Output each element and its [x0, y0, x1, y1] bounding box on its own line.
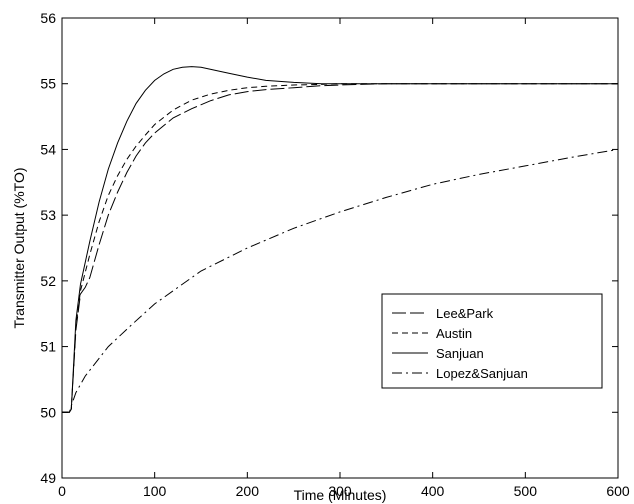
series-line-3 [62, 148, 619, 413]
x-axis-label: Time (Minutes) [294, 487, 387, 503]
series-layer [62, 66, 619, 413]
x-tick-label: 500 [514, 483, 538, 499]
x-tick-label: 300 [328, 483, 352, 499]
y-axis-label: Transmitter Output (%TO) [11, 167, 27, 328]
legend-label: Austin [436, 326, 472, 341]
y-tick-label: 55 [40, 76, 56, 92]
legend-box [381, 293, 603, 389]
y-tick-label: 49 [40, 470, 56, 486]
series-line-2 [62, 66, 618, 413]
x-tick-label: 600 [606, 483, 630, 499]
y-tick-label: 54 [40, 141, 56, 157]
series-line-1 [62, 83, 618, 413]
axes-ticks: 0 100 200 300 400 500 600 49 50 51 52 53 54 55 56 [40, 10, 629, 499]
y-tick-label: 52 [40, 273, 56, 289]
x-tick-label: 100 [143, 483, 167, 499]
legend-label: Lopez&Sanjuan [436, 366, 528, 381]
legend-label: Sanjuan [436, 346, 484, 361]
x-tick-label: 200 [236, 483, 260, 499]
legend-label: Lee&Park [436, 306, 494, 321]
x-tick-label: 0 [58, 483, 66, 499]
y-tick-label: 53 [40, 207, 56, 223]
y-tick-label: 56 [40, 10, 56, 26]
y-tick-label: 51 [40, 339, 56, 355]
x-tick-label: 400 [421, 483, 445, 499]
legend: Lee&Park Austin Sanjuan Lopez&Sanjuan [381, 293, 603, 389]
series-line-0 [62, 83, 618, 413]
y-tick-label: 50 [40, 404, 56, 420]
plot-area [61, 17, 619, 479]
